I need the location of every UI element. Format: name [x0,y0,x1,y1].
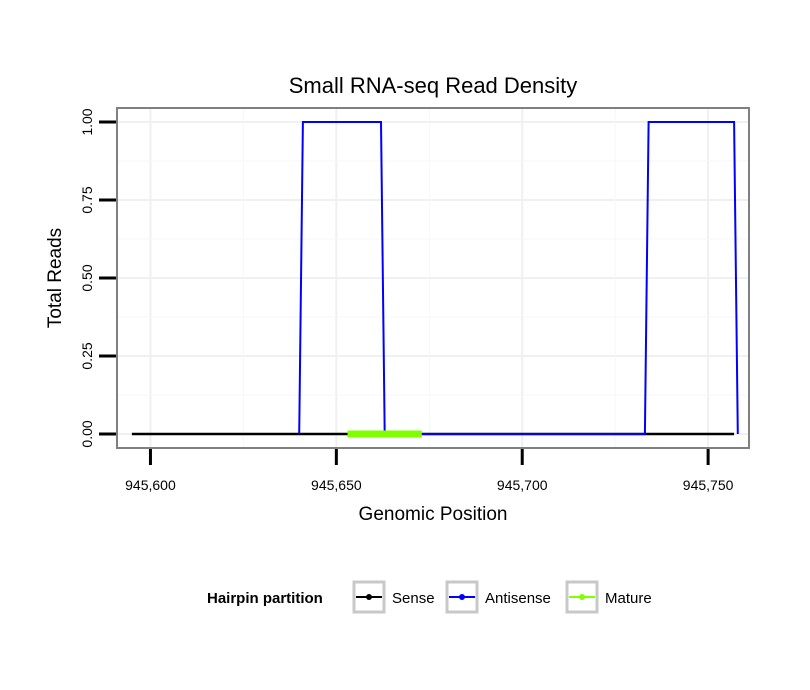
legend-key-dot-antisense [459,594,465,600]
y-tick-label-3: 0.75 [79,186,95,213]
legend-key-sense: Sense [352,580,435,614]
x-tick-label-2: 945,700 [497,477,548,493]
legend-key-mature: Mature [565,580,652,614]
y-axis-title: Total Reads [45,228,66,328]
grid-minor [117,108,749,448]
x-axis-ticks: 945,600 945,650 945,700 945,750 [125,449,734,493]
y-tick-label-2: 0.50 [79,264,95,291]
legend-key-dot-mature [579,594,585,600]
y-tick-label-1: 0.25 [79,342,95,369]
legend-label-sense: Sense [392,590,435,607]
legend-key-dot-sense [366,594,372,600]
y-tick-label-4: 1.00 [79,108,95,135]
legend-label-mature: Mature [605,590,652,607]
legend-title: Hairpin partition [207,590,323,607]
plot-panel-border [116,107,750,449]
x-tick-label-3: 945,750 [683,477,734,493]
x-tick-label-0: 945,600 [125,477,176,493]
series-layer [131,121,739,438]
y-axis-ticks: 0.00 0.25 0.50 0.75 1.00 [79,108,116,448]
series-line-antisense [298,121,739,435]
y-tick-label-0: 0.00 [79,420,95,447]
chart-title: Small RNA-seq Read Density [289,73,578,98]
x-tick-label-1: 945,650 [311,477,362,493]
legend: Hairpin partition Sense Antisense Mature [207,580,652,614]
legend-key-antisense: Antisense [445,580,551,614]
x-axis-title: Genomic Position [359,504,508,525]
legend-label-antisense: Antisense [485,590,551,607]
grid-major [117,108,749,448]
